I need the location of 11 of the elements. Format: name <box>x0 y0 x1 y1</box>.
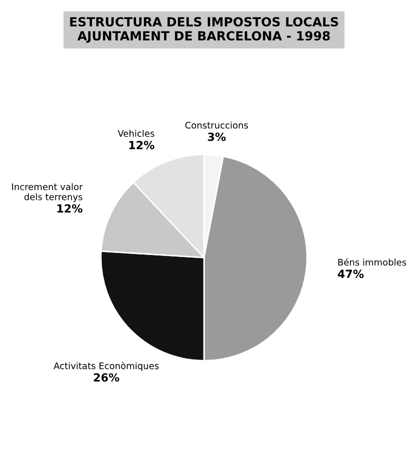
data-label: 12% <box>129 140 154 150</box>
data-label: 12% <box>57 204 82 213</box>
slice-label: Béns immobles <box>338 258 406 266</box>
data-label: 26% <box>94 373 120 382</box>
chart-title: ESTRUCTURA DELS IMPOSTOS LOCALS AJUNTAMENT DE BARCELONA - 1998 <box>70 17 338 43</box>
data-label: 47% <box>338 270 364 278</box>
data-label: 3% <box>208 132 226 142</box>
slice-label: Vehicles <box>118 130 154 137</box>
slice-label: Increment valor dels terrenys <box>12 183 83 202</box>
slice-label: Construccions <box>185 122 248 129</box>
slice-label: Activitats Econòmiques <box>54 362 159 371</box>
